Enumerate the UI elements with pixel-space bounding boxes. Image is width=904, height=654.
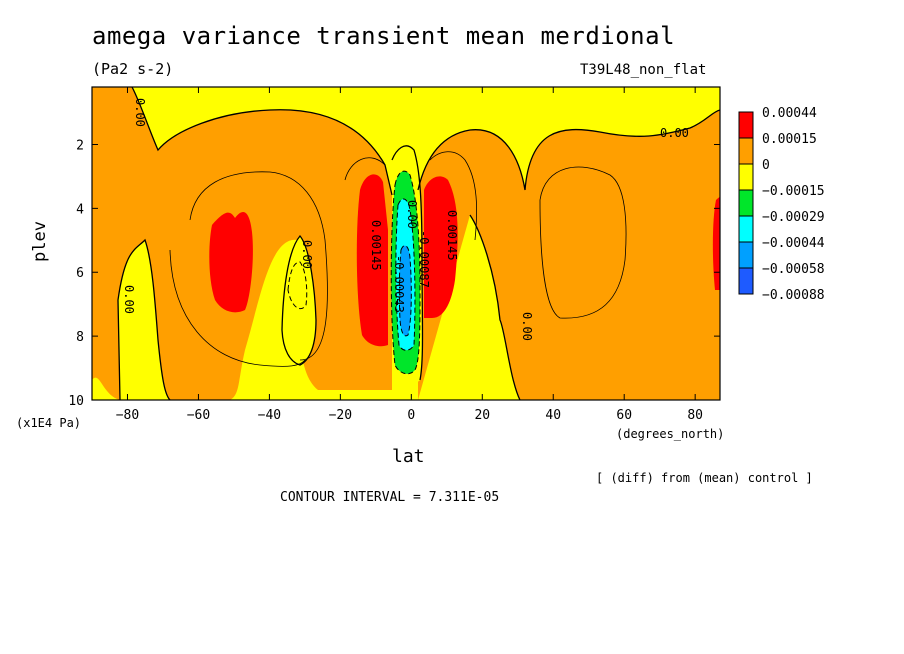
x-tick-label: −20: [329, 408, 352, 423]
contour-label-8: 0.00145: [445, 210, 459, 261]
contour-line-tongue-2: [281, 234, 317, 366]
x-tick-label: 60: [616, 408, 632, 423]
contour-label-2: 0.00: [122, 285, 136, 314]
contour-label-3: 0.00: [300, 240, 314, 269]
contour-label-7: 0.00145: [369, 220, 383, 271]
contour-line-zero-right: [417, 109, 720, 191]
field-red-max-left: [209, 212, 253, 313]
field-yellow-tongue-3: [92, 377, 120, 400]
colorbar: 0.00044 0.00015 0 −0.00015 −0.00029 −0.00044 −…: [738, 106, 825, 303]
x-tick-label: −40: [258, 408, 281, 423]
y-tick-label: 8: [76, 330, 84, 345]
colorbar-level-label: 0.00044: [762, 106, 817, 121]
x-tick-label: 0: [407, 408, 415, 423]
contour-labels: 0.00 0.00 0.00 0.00 0.00 0.00 0.00145 0.…: [122, 98, 689, 341]
footnote: [ (diff) from (mean) control ]: [596, 471, 813, 485]
dashed-contour-line-2: [395, 198, 416, 351]
contour-label-9: -0.00043: [392, 255, 406, 313]
field-red-edge-right: [712, 196, 720, 290]
colorbar-swatch: [738, 241, 754, 269]
thin-contour-line-1: [189, 171, 328, 361]
contour-line-zero-left: [131, 87, 393, 196]
colorbar-swatch: [738, 267, 754, 295]
contour-label-5: 0.00: [660, 126, 689, 140]
colorbar-swatch: [738, 111, 754, 139]
x-tick-label: 40: [545, 408, 561, 423]
contour-interval: CONTOUR INTERVAL = 7.311E-05: [280, 490, 500, 505]
thin-contour-line-4: [429, 151, 478, 241]
dashed-contour-line-4: [398, 245, 412, 337]
thin-contour-line-5: [539, 166, 627, 319]
colorbar-swatch: [738, 163, 754, 191]
contour-field: 0.00 0.00 0.00 0.00 0.00 0.00 0.00145 0.…: [92, 87, 720, 400]
x-tick-label: 80: [687, 408, 703, 423]
contour-line-tongue-1: [117, 238, 171, 400]
field-yellow-tongue-2: [282, 236, 316, 365]
dashed-contour-line-3: [390, 170, 421, 375]
y-tick-label: 4: [76, 202, 84, 217]
colorbar-swatch: [738, 137, 754, 165]
field-red-flank-left: [356, 174, 388, 347]
colorbar-level-label: −0.00088: [762, 288, 825, 303]
thin-contour-line-2: [169, 249, 306, 367]
x-tick-label: 20: [474, 408, 490, 423]
field-red-flank-right: [424, 176, 458, 318]
field-orange-right: [418, 110, 720, 400]
colorbar-level-label: −0.00029: [762, 210, 825, 225]
colorbar-level-label: −0.00044: [762, 236, 825, 251]
contour-label-6: 0.00: [405, 200, 419, 229]
field-blue-core: [399, 245, 412, 336]
colorbar-swatch: [738, 215, 754, 243]
y-tick-label: 2: [76, 138, 84, 153]
colorbar-level-label: 0: [762, 158, 770, 173]
contour-label-10: -0.00087: [417, 230, 431, 288]
contour-line-core: [391, 145, 424, 381]
thin-contour-lines: [169, 151, 627, 367]
contour-lines: [117, 87, 720, 400]
run-label: T39L48_non_flat: [580, 62, 707, 78]
axes: −80 −60 −40 −20 0 20 40 60 80 2 4 6 8 10: [68, 87, 720, 423]
dashed-contour-lines: [287, 170, 421, 375]
colorbar-level-label: 0.00015: [762, 132, 817, 147]
contour-line-right-flank: [469, 214, 521, 400]
x-tick-label: −80: [116, 408, 139, 423]
chart-units: (Pa2 s-2): [92, 60, 174, 78]
y-tick-label: 10: [68, 394, 84, 409]
contour-label-4: 0.00: [520, 312, 534, 341]
x-axis-label: lat: [392, 446, 425, 467]
colorbar-level-label: −0.00015: [762, 184, 825, 199]
dashed-contour-line-1: [287, 261, 308, 310]
x-tick-label: −60: [187, 408, 210, 423]
thin-contour-line-3: [344, 157, 386, 181]
field-yellow-tongue-1: [118, 240, 170, 400]
x-axis-units: (degrees_north): [616, 427, 725, 441]
contour-label-1: 0.00: [133, 98, 147, 127]
chart-title: amega variance transient mean merdional: [92, 22, 676, 50]
y-axis-units: (x1E4 Pa): [16, 416, 82, 430]
plot-frame: [91, 86, 721, 401]
colorbar-level-label: −0.00058: [762, 262, 825, 277]
y-tick-label: 6: [76, 266, 84, 281]
colorbar-swatch: [738, 189, 754, 217]
